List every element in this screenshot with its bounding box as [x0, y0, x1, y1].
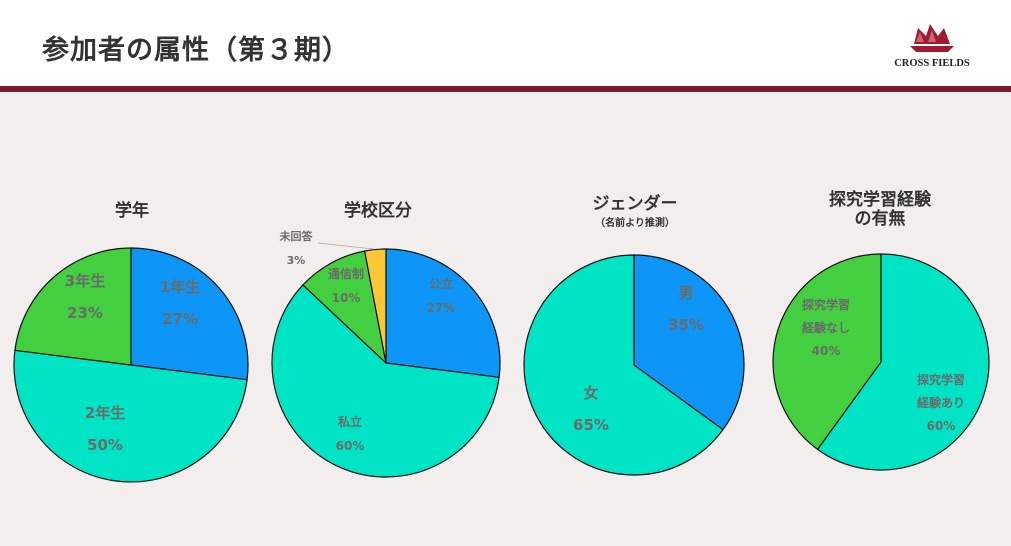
school-type-pie-slice: [302, 250, 387, 364]
gender-slice-label: 女 65%: [573, 384, 609, 434]
grade-pie-slice: [13, 349, 248, 483]
school-type-slice-label: 公立 27%: [427, 276, 456, 315]
inquiry-slice-label: 探究学習経験あり 60%: [917, 372, 965, 433]
header-divider: [0, 86, 1011, 92]
page-title: 参加者の属性（第３期）: [42, 35, 350, 66]
inquiry-chart-title-line1: 探究学習経験: [829, 190, 931, 210]
school-type-slice-label: 通信制 10%: [328, 266, 364, 305]
cross-fields-logo: CROSS FIELDS: [884, 22, 980, 74]
school-type-pie-slice: [364, 248, 387, 364]
logo-wordmark: CROSS FIELDS: [894, 58, 970, 69]
school-type-slice-label: 私立 60%: [336, 414, 365, 453]
inquiry-slice-label: 探究学習経験なし 40%: [802, 297, 850, 358]
gender-chart-title: ジェンダー: [592, 194, 678, 214]
grade-pie-slice: [14, 247, 132, 366]
gender-pie-slice: [523, 254, 724, 476]
gender-pie-slice: [633, 254, 745, 431]
inquiry-pie-slice: [816, 253, 990, 471]
gender-slice-label: 男 35%: [668, 284, 704, 334]
school-type-pie-slice: [271, 284, 500, 478]
school-type-slice-label: 未回答 3%: [279, 229, 314, 267]
grade-pie-slice: [130, 247, 249, 381]
grade-chart-title: 学年: [115, 201, 149, 221]
inquiry-pie-slice: [772, 253, 882, 450]
school-type-chart-title: 学校区分: [344, 201, 412, 221]
grade-slice-label: 1年生 27%: [160, 278, 200, 328]
school-type-leader-line: [317, 242, 375, 250]
grade-slice-label: 3年生 23%: [65, 272, 105, 322]
header-bar: [0, 0, 1011, 86]
grade-slice-label: 2年生 50%: [85, 404, 125, 454]
inquiry-chart-title-line2: の有無: [854, 209, 906, 229]
sailing-ship-icon: [910, 24, 954, 52]
gender-chart-subtitle: （名前より推測）: [595, 218, 675, 229]
school-type-pie-slice: [385, 248, 501, 378]
